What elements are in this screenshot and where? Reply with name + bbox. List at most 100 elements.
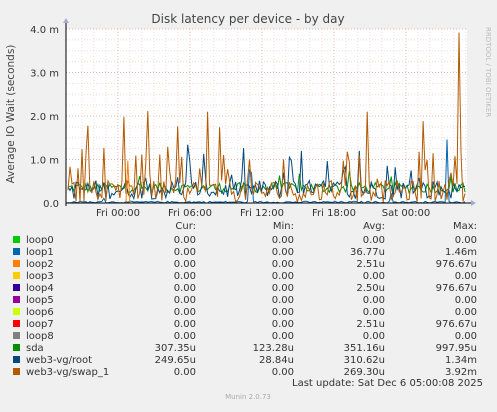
legend-row: loop5 0.00 0.00 0.00 0.00 [13,295,477,306]
legend-value: 976.67u [436,319,477,330]
legend-value: 0.00 [272,259,294,270]
legend-series-name: web3-vg/root [26,355,92,366]
legend-value: 2.51u [356,259,385,270]
legend-value: 0.00 [455,307,477,318]
legend-column-header: Min: [273,221,294,232]
y-tick-label: 4.0 m [30,25,59,36]
legend-swatch [13,308,20,315]
legend-series-name: web3-vg/swap_1 [26,367,109,378]
legend-value: 269.30u [344,367,385,378]
x-tick-label: Fri 18:00 [312,208,356,219]
legend-row: sda 307.35u 123.28u 351.16u 997.95u [13,343,477,354]
legend-series-name: loop3 [26,271,54,282]
legend-value: 1.34m [445,355,477,366]
legend-swatch [13,260,20,267]
legend-value: 0.00 [174,307,196,318]
legend-value: 0.00 [272,271,294,282]
legend-value: 0.00 [174,283,196,294]
y-tick-label: 3.0 m [30,69,59,80]
legend-value: 0.00 [174,259,196,270]
x-tick-label: Fri 12:00 [240,208,284,219]
legend-value: 0.00 [455,331,477,342]
legend-value: 2.50u [356,283,385,294]
y-tick-label: 1.0 m [30,156,59,167]
legend-value: 997.95u [436,343,477,354]
legend-value: 36.77u [350,247,385,258]
legend-series-name: loop0 [26,235,54,246]
chart-title: Disk latency per device - by day [151,12,344,26]
legend-value: 0.00 [272,235,294,246]
x-tick-label: Sat 00:00 [382,208,430,219]
legend-value: 310.62u [344,355,385,366]
legend-value: 0.00 [174,235,196,246]
legend-column-header: Cur: [175,221,196,232]
legend-value: 0.00 [272,331,294,342]
legend-swatch [13,344,20,351]
y-tick-label: 2.0 m [30,112,59,123]
legend-column-header: Avg: [363,221,385,232]
legend-row: loop8 0.00 0.00 0.00 0.00 [13,331,477,342]
legend-row: loop1 0.00 0.00 36.77u 1.46m [13,247,477,258]
x-axis-arrow [471,200,476,206]
legend-row: loop3 0.00 0.00 0.00 0.00 [13,271,477,282]
legend-value: 249.65u [155,355,196,366]
legend-series-name: loop6 [26,307,54,318]
legend-series-name: sda [26,343,44,354]
legend-value: 0.00 [363,271,385,282]
legend-swatch [13,368,20,375]
legend-value: 0.00 [174,331,196,342]
legend-value: 0.00 [272,307,294,318]
legend-swatch [13,320,20,327]
legend-value: 0.00 [363,307,385,318]
legend-value: 351.16u [344,343,385,354]
legend-swatch [13,248,20,255]
x-tick-label: Fri 00:00 [96,208,140,219]
legend-value: 3.92m [445,367,477,378]
legend-value: 0.00 [174,247,196,258]
y-tick-label: 0.0 [43,199,59,210]
legend-value: 0.00 [455,235,477,246]
legend-swatch [13,296,20,303]
legend-series-name: loop7 [26,319,54,330]
legend-row: loop7 0.00 0.00 2.51u 976.67u [13,319,477,330]
legend-row: loop4 0.00 0.00 2.50u 976.67u [13,283,477,294]
legend-value: 0.00 [363,331,385,342]
legend-value: 0.00 [272,283,294,294]
legend-swatch [13,236,20,243]
legend-row: loop2 0.00 0.00 2.51u 976.67u [13,259,477,270]
legend-value: 0.00 [272,367,294,378]
legend-value: 123.28u [253,343,294,354]
x-tick-label: Fri 06:00 [168,208,212,219]
legend-value: 0.00 [455,271,477,282]
y-axis-arrow [63,18,69,23]
legend-value: 307.35u [155,343,196,354]
legend-value: 0.00 [455,295,477,306]
legend-row: web3-vg/swap_1 0.00 0.00 269.30u 3.92m [13,367,477,378]
legend-value: 28.84u [259,355,294,366]
legend-swatch [13,356,20,363]
series-line-web3-vg-swap-1 [67,32,466,204]
legend-value: 2.51u [356,319,385,330]
legend-value: 0.00 [174,367,196,378]
legend-row: loop0 0.00 0.00 0.00 0.00 [13,235,477,246]
legend-series-name: loop4 [26,283,54,294]
legend-value: 976.67u [436,283,477,294]
y-axis-label: Average IO Wait (seconds) [5,45,17,184]
legend-row: loop6 0.00 0.00 0.00 0.00 [13,307,477,318]
legend-value: 0.00 [363,295,385,306]
legend-value: 976.67u [436,259,477,270]
legend-column-header: Max: [453,221,477,232]
legend-value: 0.00 [272,319,294,330]
legend-swatch [13,284,20,291]
legend-value: 0.00 [272,247,294,258]
legend-value: 0.00 [174,319,196,330]
legend-value: 0.00 [363,235,385,246]
legend-value: 1.46m [445,247,477,258]
legend-row: web3-vg/root 249.65u 28.84u 310.62u 1.34m [13,355,477,366]
legend-value: 0.00 [272,295,294,306]
legend-series-name: loop1 [26,247,54,258]
legend-swatch [13,332,20,339]
munin-version: Munin 2.0.73 [225,393,271,401]
